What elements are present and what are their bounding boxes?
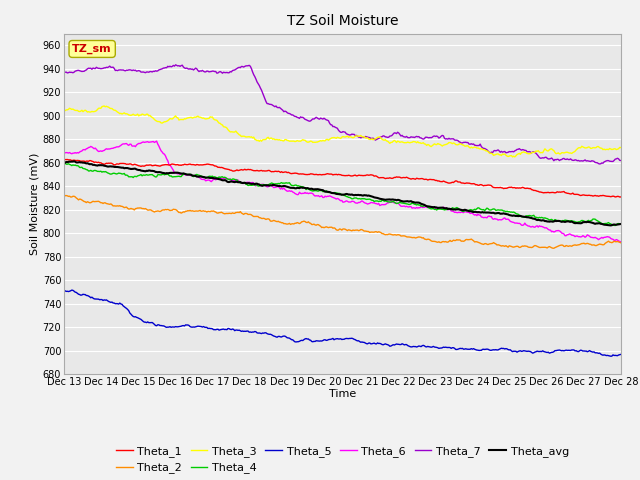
Theta_6 <box>60 149 68 155</box>
Theta_2 <box>324 225 332 230</box>
Theta_7 <box>518 147 525 153</box>
Theta_3 <box>326 136 333 142</box>
Theta_7 <box>329 124 337 130</box>
Theta_6 <box>518 222 525 228</box>
Theta_1 <box>60 156 68 162</box>
Theta_avg <box>605 222 612 228</box>
Line: Theta_avg: Theta_avg <box>64 161 621 226</box>
Theta_1 <box>604 193 611 199</box>
Theta_6 <box>362 201 370 206</box>
Theta_4 <box>60 160 68 166</box>
Theta_3 <box>60 107 68 113</box>
Theta_7 <box>362 134 370 140</box>
Text: TZ_sm: TZ_sm <box>72 44 112 54</box>
Theta_6 <box>605 234 612 240</box>
Theta_3 <box>617 144 625 150</box>
Theta_4 <box>328 190 335 196</box>
Theta_4 <box>604 220 611 226</box>
Theta_2 <box>392 232 399 238</box>
Theta_7 <box>617 157 625 163</box>
Theta_4 <box>392 200 399 206</box>
Theta_1 <box>328 171 335 177</box>
Theta_5 <box>329 336 337 341</box>
Theta_2 <box>362 228 369 234</box>
Theta_5 <box>362 341 370 347</box>
Theta_avg <box>362 192 370 198</box>
Theta_1 <box>324 171 332 177</box>
Title: TZ Soil Moisture: TZ Soil Moisture <box>287 14 398 28</box>
Theta_4 <box>611 223 619 228</box>
Theta_5 <box>617 351 625 357</box>
Theta_4 <box>362 196 369 202</box>
Theta_avg <box>60 160 68 166</box>
Theta_3 <box>329 135 337 141</box>
Theta_2 <box>550 245 557 251</box>
Line: Theta_1: Theta_1 <box>64 159 621 197</box>
Theta_3 <box>519 150 527 156</box>
Theta_3 <box>393 140 401 145</box>
Theta_6 <box>393 201 401 206</box>
Theta_2 <box>516 244 524 250</box>
Theta_avg <box>326 189 333 195</box>
Theta_avg <box>607 223 614 228</box>
Line: Theta_4: Theta_4 <box>64 163 621 226</box>
Theta_1 <box>392 175 399 180</box>
Theta_3 <box>606 145 614 151</box>
Theta_avg <box>518 214 525 219</box>
Theta_7 <box>606 158 614 164</box>
Theta_6 <box>617 239 625 244</box>
Line: Theta_3: Theta_3 <box>64 106 621 157</box>
Theta_5 <box>68 287 76 293</box>
Line: Theta_6: Theta_6 <box>64 141 621 241</box>
Theta_5 <box>605 353 612 359</box>
Theta_3 <box>100 103 108 109</box>
Theta_2 <box>617 240 625 246</box>
Theta_2 <box>328 224 335 230</box>
Theta_7 <box>60 70 68 75</box>
Theta_3 <box>509 154 516 160</box>
Theta_1 <box>516 185 524 191</box>
Line: Theta_7: Theta_7 <box>64 65 621 164</box>
Theta_4 <box>324 190 332 195</box>
Theta_5 <box>607 353 614 359</box>
Theta_6 <box>153 138 161 144</box>
Theta_1 <box>362 173 369 179</box>
Legend: Theta_1, Theta_2, Theta_3, Theta_4, Theta_5, Theta_6, Theta_7, Theta_avg: Theta_1, Theta_2, Theta_3, Theta_4, Thet… <box>111 442 573 478</box>
Theta_7 <box>393 131 401 136</box>
Y-axis label: Soil Moisture (mV): Soil Moisture (mV) <box>30 153 40 255</box>
Theta_7 <box>326 120 333 126</box>
Theta_7 <box>596 161 604 167</box>
Theta_2 <box>60 192 68 197</box>
X-axis label: Time: Time <box>329 389 356 398</box>
Theta_5 <box>518 348 525 354</box>
Line: Theta_2: Theta_2 <box>64 194 621 248</box>
Theta_avg <box>329 190 337 196</box>
Theta_6 <box>326 193 333 199</box>
Theta_1 <box>616 194 623 200</box>
Theta_4 <box>617 221 625 227</box>
Theta_5 <box>326 336 333 342</box>
Theta_avg <box>393 197 401 203</box>
Theta_avg <box>617 221 625 227</box>
Theta_3 <box>362 135 370 141</box>
Line: Theta_5: Theta_5 <box>64 290 621 356</box>
Theta_4 <box>516 213 524 218</box>
Theta_5 <box>60 288 68 294</box>
Theta_6 <box>329 194 337 200</box>
Theta_7 <box>172 62 179 68</box>
Theta_5 <box>393 341 401 347</box>
Theta_2 <box>605 238 612 244</box>
Theta_1 <box>617 194 625 200</box>
Theta_avg <box>70 158 78 164</box>
